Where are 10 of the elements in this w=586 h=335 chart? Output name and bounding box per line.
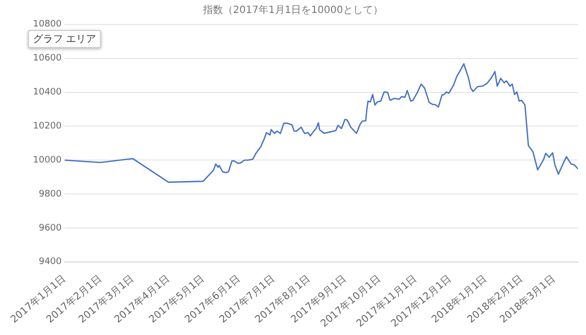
y-tick-label: 9400 [38, 257, 62, 268]
y-tick-label: 10200 [32, 122, 62, 132]
y-tick-label: 10400 [32, 88, 62, 98]
y-tick-label: 9800 [38, 189, 62, 200]
y-tick-label: 10000 [32, 155, 62, 166]
y-tick-label: 10600 [32, 54, 62, 64]
annotation: グラフ エリア [28, 30, 102, 48]
y-tick-label: 10800 [32, 20, 62, 30]
chart-title: 指数（2017年1月1日を10000として） [202, 4, 384, 17]
y-tick-label: 9600 [38, 223, 62, 234]
